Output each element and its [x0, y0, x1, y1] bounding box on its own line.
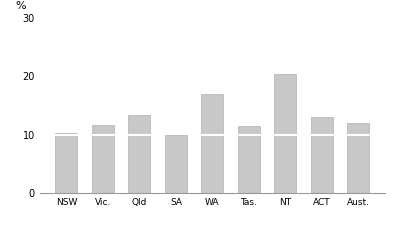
- Bar: [274, 74, 297, 193]
- Bar: [347, 123, 369, 193]
- Text: %: %: [15, 1, 26, 11]
- Bar: [201, 94, 224, 193]
- Bar: [56, 133, 77, 193]
- Bar: [92, 125, 114, 193]
- Bar: [238, 126, 260, 193]
- Bar: [165, 135, 187, 193]
- Bar: [128, 116, 150, 193]
- Bar: [311, 117, 333, 193]
